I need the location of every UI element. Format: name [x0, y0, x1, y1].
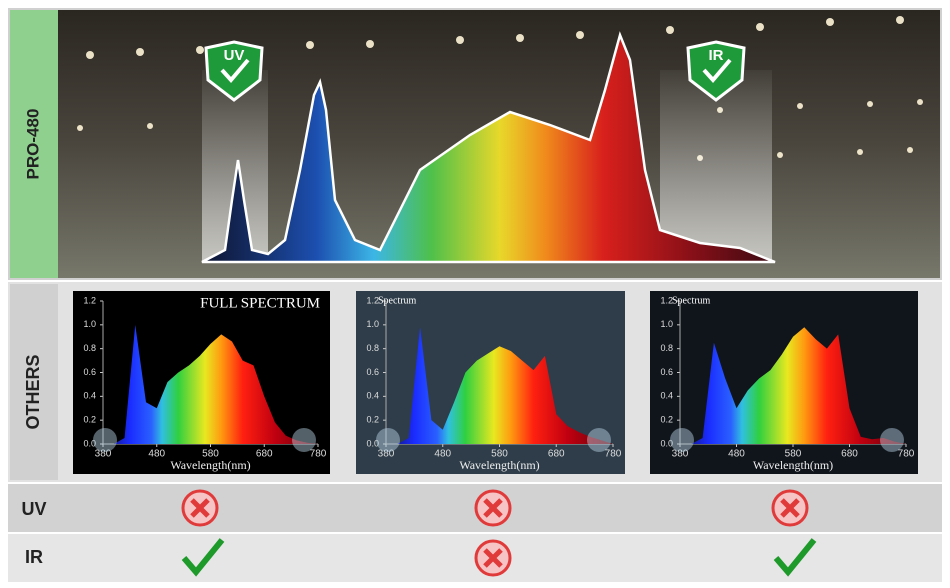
y-tick-label: 0.4 [83, 391, 96, 401]
x-tick-label: 380 [95, 449, 112, 460]
x-tick-label: 680 [256, 449, 273, 460]
spectrum-chart: 0.0 0.2 0.4 0.6 0.8 1.0 1.2 380 480 580 680 780 Spec… [650, 291, 918, 474]
uv-marker [376, 428, 400, 452]
x-tick-label: 580 [202, 449, 219, 460]
y-tick-label: 0.6 [366, 367, 379, 377]
pro-spectrum [201, 31, 776, 264]
x-axis-label: Wavelength(nm) [170, 458, 250, 472]
x-tick-label: 480 [728, 449, 745, 460]
y-tick-label: 1.2 [366, 295, 379, 305]
x-axis-label: Wavelength(nm) [753, 458, 833, 472]
x-tick-label: 780 [898, 449, 915, 460]
spectrum-area [680, 327, 906, 444]
x-tick-label: 680 [548, 449, 565, 460]
x-axis-label: Wavelength(nm) [459, 458, 539, 472]
ir-highlight [660, 70, 772, 262]
y-tick-label: 0.6 [660, 367, 673, 377]
y-tick-label: 0.6 [83, 367, 96, 377]
y-tick-label: 1.2 [83, 295, 96, 305]
x-tick-label: 680 [841, 449, 858, 460]
cross-icon [474, 489, 512, 527]
badge-label: IR [709, 47, 724, 64]
cross-icon [181, 489, 219, 527]
x-tick-label: 580 [491, 449, 508, 460]
light-strips [77, 16, 923, 161]
ir-marker [880, 428, 904, 452]
x-tick-label: 580 [785, 449, 802, 460]
x-tick-label: 380 [378, 449, 395, 460]
row-label: OTHERS [23, 354, 43, 429]
row-label: PRO-480 [23, 109, 42, 180]
x-tick-label: 380 [672, 449, 689, 460]
x-tick-label: 480 [148, 449, 165, 460]
check-icon [773, 538, 817, 577]
cross-icon [474, 539, 512, 577]
x-tick-label: 780 [310, 449, 327, 460]
row-label: UV [21, 499, 46, 519]
y-tick-label: 0.4 [366, 391, 379, 401]
chart-title: FULL SPECTRUM [200, 295, 320, 311]
y-tick-label: 0.0 [83, 438, 96, 448]
label-strip [10, 10, 58, 278]
chart-title: Spectrum [672, 295, 711, 306]
x-tick-label: 480 [434, 449, 451, 460]
label-strip [10, 284, 58, 480]
y-tick-label: 0.2 [660, 415, 673, 425]
ir-marker [587, 428, 611, 452]
y-tick-label: 0.0 [660, 438, 673, 448]
y-tick-label: 0.8 [660, 343, 673, 353]
y-tick-label: 0.0 [366, 438, 379, 448]
spectrum-chart: 0.0 0.2 0.4 0.6 0.8 1.0 1.2 380 480 580 680 780 FULL… [73, 291, 330, 474]
y-tick-label: 1.2 [660, 295, 673, 305]
spectrum-chart: 0.0 0.2 0.4 0.6 0.8 1.0 1.2 380 480 580 680 780 Spec… [356, 291, 625, 474]
check-icon [181, 538, 225, 577]
badge-label: UV [224, 47, 245, 64]
row-label: IR [25, 547, 43, 567]
ir-marker [292, 428, 316, 452]
y-tick-label: 1.0 [660, 319, 673, 329]
chart-title: Spectrum [378, 295, 417, 306]
uv-marker [670, 428, 694, 452]
spectrum-area [103, 324, 318, 444]
cross-icon [771, 489, 809, 527]
spectrum-area [386, 327, 613, 444]
uv-badge: UV [204, 40, 264, 102]
x-tick-label: 780 [605, 449, 622, 460]
y-tick-label: 0.2 [83, 415, 96, 425]
y-tick-label: 1.0 [83, 319, 96, 329]
y-tick-label: 0.4 [660, 391, 673, 401]
ir-badge: IR [686, 40, 746, 102]
y-tick-label: 0.8 [366, 343, 379, 353]
y-tick-label: 0.2 [366, 415, 379, 425]
y-tick-label: 1.0 [366, 319, 379, 329]
y-tick-label: 0.8 [83, 343, 96, 353]
uv-marker [93, 428, 117, 452]
